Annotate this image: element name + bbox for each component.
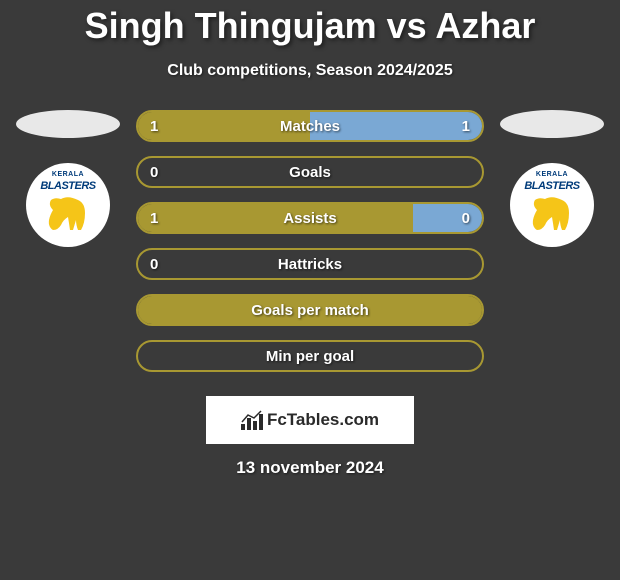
stats-column: 1 Matches 1 0 Goals 1 Assists 0 0 Hattricks Goals … — [128, 110, 492, 386]
date-text: 13 november 2024 — [0, 458, 620, 478]
player-left-photo — [16, 110, 120, 138]
stat-value-right: 0 — [462, 210, 470, 227]
stat-bar: Min per goal — [136, 340, 484, 372]
stat-label: Min per goal — [266, 348, 354, 365]
stat-value-left: 0 — [150, 256, 158, 273]
club-badge-left: KERALA BLASTERS — [26, 163, 110, 247]
stat-fill-right — [413, 204, 482, 232]
subtitle: Club competitions, Season 2024/2025 — [0, 62, 620, 80]
stat-value-left: 1 — [150, 210, 158, 227]
club-badge-right: KERALA BLASTERS — [510, 163, 594, 247]
player-left-column: KERALA BLASTERS — [8, 110, 128, 386]
badge-club-name: BLASTERS — [524, 180, 579, 192]
stat-bar: Goals per match — [136, 294, 484, 326]
stat-bar: 1 Assists 0 — [136, 202, 484, 234]
stat-bar: 1 Matches 1 — [136, 110, 484, 142]
watermark-text: FcTables.com — [267, 410, 379, 430]
player-right-column: KERALA BLASTERS — [492, 110, 612, 386]
comparison-content: KERALA BLASTERS 1 Matches 1 0 Goals 1 Assists 0… — [0, 110, 620, 386]
elephant-icon — [43, 195, 93, 235]
badge-top-text: KERALA — [52, 171, 84, 178]
stat-label: Matches — [280, 118, 340, 135]
stat-value-left: 0 — [150, 164, 158, 181]
stat-label: Hattricks — [278, 256, 342, 273]
stat-label: Goals — [289, 164, 331, 181]
player-right-photo — [500, 110, 604, 138]
badge-top-text: KERALA — [536, 171, 568, 178]
stat-fill-left — [138, 204, 413, 232]
stat-label: Goals per match — [251, 302, 369, 319]
stat-label: Assists — [283, 210, 336, 227]
chart-icon — [241, 410, 263, 430]
elephant-icon — [527, 195, 577, 235]
stat-value-left: 1 — [150, 118, 158, 135]
watermark: FcTables.com — [206, 396, 414, 444]
page-title: Singh Thingujam vs Azhar — [0, 0, 620, 47]
stat-bar: 0 Goals — [136, 156, 484, 188]
stat-bar: 0 Hattricks — [136, 248, 484, 280]
badge-club-name: BLASTERS — [40, 180, 95, 192]
stat-value-right: 1 — [462, 118, 470, 135]
